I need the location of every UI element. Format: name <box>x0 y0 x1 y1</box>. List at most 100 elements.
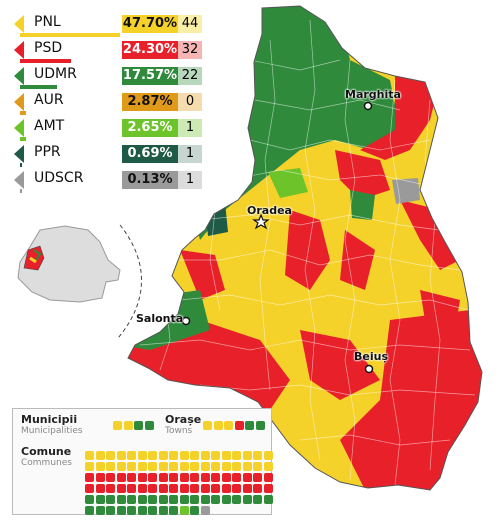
region-psd-east <box>400 200 460 270</box>
settlement-square-psd <box>127 473 136 482</box>
settlement-square-psd <box>116 473 126 482</box>
communes-sublabel: Communes <box>21 458 72 468</box>
party-percentage: 2.87% <box>122 93 178 111</box>
city-label-oradea: Oradea <box>247 204 292 217</box>
romania-outline <box>17 225 121 303</box>
party-percentage: 47.70% <box>122 15 178 33</box>
settlement-square-psd <box>200 484 210 493</box>
region-amt <box>268 168 308 198</box>
settlement-square-pnl <box>232 451 241 460</box>
settlement-square-pnl <box>213 421 223 430</box>
settlement-square-psd <box>95 473 105 482</box>
settlement-square-udmr <box>190 506 199 515</box>
settlement-square-pnl <box>113 421 122 430</box>
towns-sublabel: Towns <box>165 426 193 436</box>
settlement-square-pnl <box>221 462 231 471</box>
settlement-square-psd <box>148 473 157 482</box>
party-share-bar <box>20 59 71 63</box>
party-share-bar <box>20 111 26 115</box>
settlement-square-psd <box>106 473 115 482</box>
settlement-square-psd <box>190 484 199 493</box>
settlement-square-pnl <box>211 462 220 471</box>
settlement-square-udmr <box>255 421 265 430</box>
settlement-square-pnl <box>242 462 252 471</box>
salonta-marker <box>181 316 191 326</box>
settlement-square-psd <box>85 484 94 493</box>
settlement-square-psd <box>127 484 136 493</box>
region-udscr <box>392 178 420 204</box>
towns-label: Orașe <box>165 413 202 426</box>
settlement-square-pnl <box>85 451 94 460</box>
settlement-square-pnl <box>200 451 210 460</box>
settlement-square-psd <box>179 473 189 482</box>
party-seats: 22 <box>178 67 202 85</box>
settlement-square-psd <box>242 473 252 482</box>
settlement-square-amt <box>179 506 189 515</box>
settlement-square-psd <box>263 484 273 493</box>
settlement-square-pnl <box>200 462 210 471</box>
settlement-square-pnl <box>232 462 241 471</box>
settlement-square-psd <box>232 484 241 493</box>
legend-row-udscr: UDSCR 0.13% 1 <box>14 168 204 194</box>
settlement-square-psd <box>190 473 199 482</box>
settlement-square-udmr <box>169 495 178 504</box>
inset-connector <box>117 224 142 339</box>
settlement-square-psd <box>158 473 168 482</box>
party-share-bar <box>20 189 22 193</box>
settlement-square-pnl <box>190 451 199 460</box>
party-percentage: 2.65% <box>122 119 178 137</box>
settlement-square-pnl <box>127 451 136 460</box>
party-seats: 1 <box>178 119 202 137</box>
settlement-square-psd <box>137 473 147 482</box>
settlement-square-psd <box>211 473 220 482</box>
settlement-square-udmr <box>106 506 115 515</box>
settlement-square-psd <box>179 484 189 493</box>
settlement-square-udmr <box>200 495 210 504</box>
settlement-square-pnl <box>211 451 220 460</box>
chevron-left-icon <box>14 171 24 189</box>
settlement-square-udmr <box>253 495 262 504</box>
settlement-square-pnl <box>127 462 136 471</box>
settlement-key: Municipii Municipalities Orașe Towns Com… <box>12 408 273 515</box>
settlement-square-pnl <box>85 462 94 471</box>
settlement-square-pnl <box>106 462 115 471</box>
settlement-square-udmr <box>85 506 94 515</box>
settlement-square-pnl <box>179 462 189 471</box>
region-ppr <box>205 202 228 236</box>
settlement-square-udmr <box>127 495 136 504</box>
chevron-left-icon <box>14 145 24 163</box>
settlement-square-psd <box>95 484 105 493</box>
settlement-square-udmr <box>263 495 273 504</box>
settlement-square-udmr <box>245 421 254 430</box>
settlement-square-pnl <box>242 451 252 460</box>
region-psd-west <box>180 250 225 300</box>
settlement-square-pnl <box>224 421 233 430</box>
settlement-square-udscr <box>200 506 210 515</box>
settlement-square-pnl <box>95 451 105 460</box>
settlement-square-psd <box>200 473 210 482</box>
settlement-square-pnl <box>169 451 178 460</box>
settlement-square-udmr <box>211 495 220 504</box>
settlement-square-pnl <box>137 462 147 471</box>
settlement-square-udmr <box>148 495 157 504</box>
settlement-square-psd <box>263 473 273 482</box>
settlement-square-udmr <box>137 495 147 504</box>
party-name: AMT <box>34 118 65 134</box>
settlement-square-psd <box>106 484 115 493</box>
municipalities-label: Municipii <box>21 413 78 426</box>
settlement-square-psd <box>85 473 94 482</box>
settlement-square-psd <box>116 484 126 493</box>
settlement-square-udmr <box>158 506 168 515</box>
settlement-square-psd <box>169 484 178 493</box>
settlement-square-pnl <box>190 462 199 471</box>
settlement-square-psd <box>158 484 168 493</box>
settlement-square-udmr <box>95 495 105 504</box>
settlement-square-udmr <box>137 506 147 515</box>
settlement-square-pnl <box>253 462 262 471</box>
settlement-square-psd <box>148 484 157 493</box>
city-label-beius: Beiuș <box>354 350 388 363</box>
settlement-square-udmr <box>190 495 199 504</box>
settlement-square-udmr <box>116 506 126 515</box>
settlement-square-psd <box>221 484 231 493</box>
